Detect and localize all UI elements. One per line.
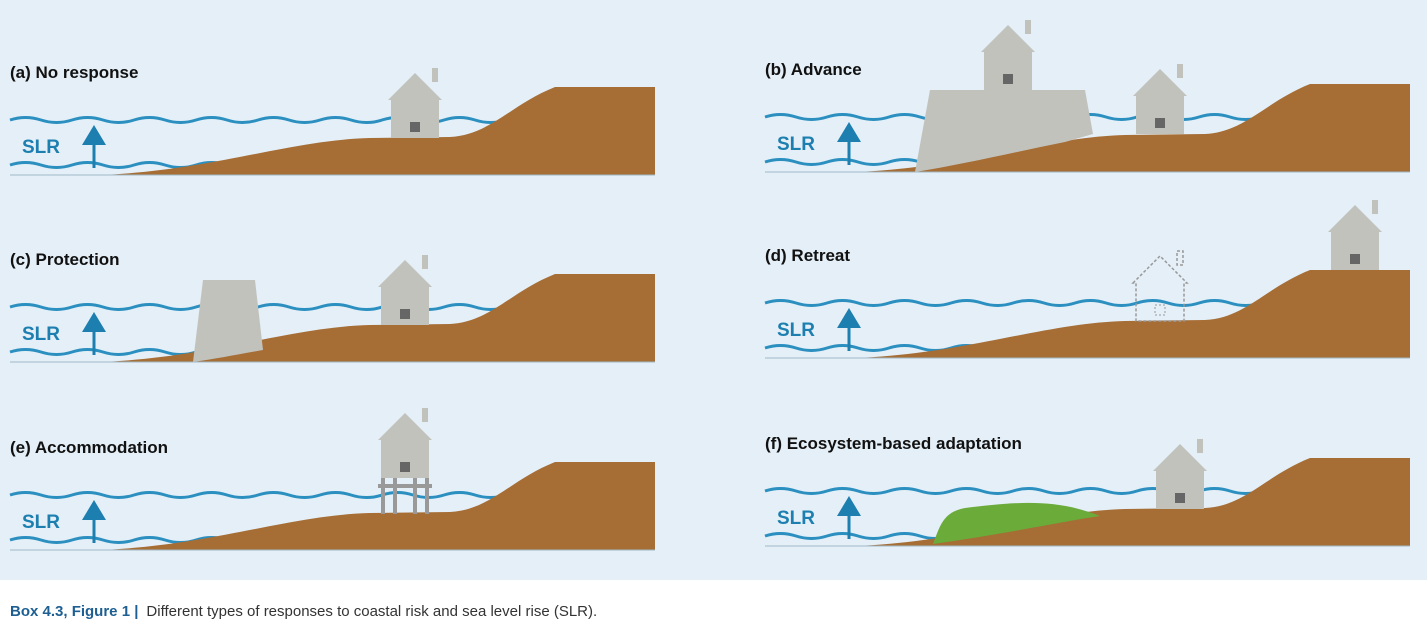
slr-label: SLR [22,512,60,533]
stilt [413,478,417,514]
house-chimney [1177,64,1183,78]
stilt [393,478,397,514]
caption-text: Different types of responses to coastal … [146,603,597,620]
figure: (a) No response SLR (b) Advance SLR (c) Prot… [0,0,1427,644]
stilt-beam [378,484,432,488]
house-window [1350,254,1360,264]
panel-title: (f) Ecosystem-based adaptation [765,434,1022,453]
panel-title: (e) Accommodation [10,438,168,457]
slr-label: SLR [22,137,60,158]
panel-title: (b) Advance [765,60,862,79]
panel-title: (d) Retreat [765,246,850,265]
slr-label: SLR [777,320,815,341]
panel-title: (c) Protection [10,250,120,269]
slr-arrow-stem [848,515,851,539]
caption-label: Box 4.3, Figure 1 | [10,603,138,620]
house-window [1175,493,1185,503]
seawall [193,280,263,362]
house-chimney [1197,439,1203,453]
slr-label: SLR [777,134,815,155]
house-window [400,462,410,472]
house-window [1003,74,1013,84]
slr-arrow-stem [93,331,96,355]
slr-arrow-stem [93,519,96,543]
slr-label: SLR [777,508,815,529]
house-chimney [432,68,438,82]
slr-arrow-stem [848,141,851,165]
panel-title: (a) No response [10,63,138,82]
house-chimney [1025,20,1031,34]
house-chimney [1372,200,1378,214]
slr-arrow-stem [848,327,851,351]
house-chimney [422,408,428,422]
slr-arrow-stem [93,144,96,168]
house-window [410,122,420,132]
house-chimney [422,255,428,269]
house-window [1155,118,1165,128]
house-window [400,309,410,319]
stilt [425,478,429,514]
slr-label: SLR [22,324,60,345]
stilt [381,478,385,514]
caption: Box 4.3, Figure 1 | Different types of re… [10,603,597,620]
